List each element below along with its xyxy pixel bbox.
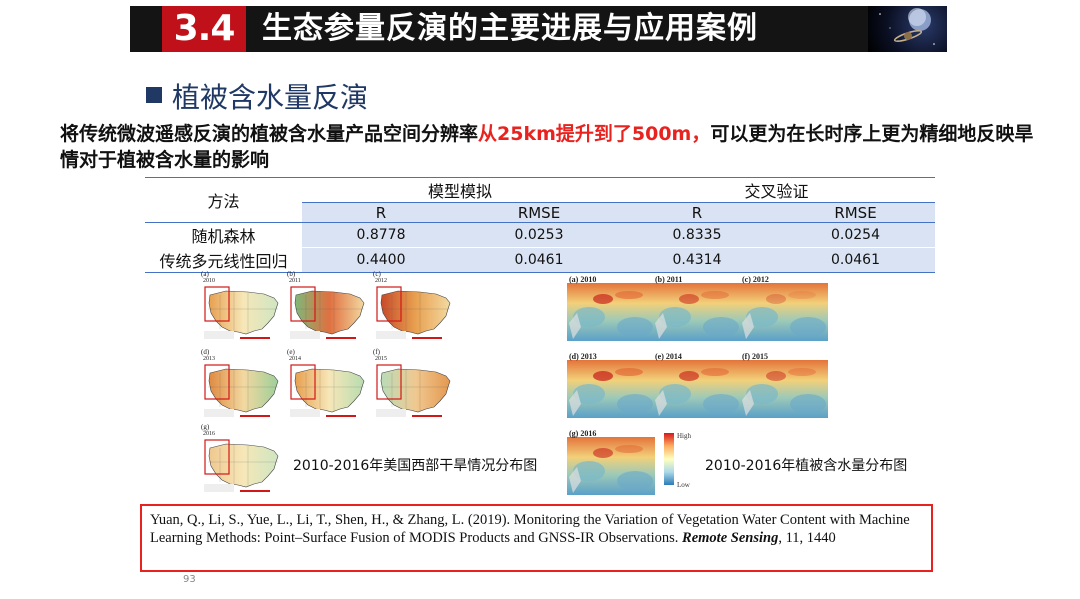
- vwc-map-panel: (d) 2013: [567, 352, 655, 422]
- vwc-map-panel: (g) 2016: [567, 429, 655, 499]
- reference-journal: Remote Sensing: [682, 530, 779, 546]
- panel-label: (e): [287, 348, 295, 356]
- reference-text: Yuan, Q., Li, S., Yue, L., Li, T., Shen,…: [150, 512, 910, 546]
- section-number-badge: 3.4: [162, 6, 246, 52]
- page-number: 93: [183, 574, 196, 585]
- panel-label: (c): [373, 270, 381, 278]
- panel-year: 2011: [289, 278, 301, 284]
- subheader-r: R: [302, 202, 460, 223]
- panel-year: 2010: [203, 278, 215, 284]
- panel-label: (a) 2010: [569, 275, 597, 284]
- group-header-cross-validation: 交叉验证: [618, 177, 935, 203]
- drought-map-panel: (c) 2012: [372, 270, 454, 349]
- description-part1: 将传统微波遥感反演的植被含水量产品空间分辨率: [60, 123, 479, 145]
- subheader-rmse: RMSE: [776, 202, 935, 223]
- panel-label: (g): [201, 423, 210, 431]
- panel-label: (b) 2011: [655, 275, 683, 284]
- space-decoration-image: [868, 6, 947, 52]
- subheader-rmse: RMSE: [460, 202, 618, 223]
- panel-year: 2012: [375, 278, 387, 284]
- vwc-map-panel: (b) 2011: [653, 275, 741, 345]
- reference-box: Yuan, Q., Li, S., Yue, L., Li, T., Shen,…: [140, 504, 933, 572]
- description-part2: 可以更为在长时序上更为精细地反映旱情对于植被含水量的影响: [60, 123, 1034, 171]
- panel-year: 2016: [203, 431, 215, 437]
- section-title: 植被含水量反演: [172, 81, 369, 114]
- table-header-row: 方法 模型模拟 交叉验证: [145, 177, 935, 223]
- panel-label: (f): [373, 348, 380, 356]
- panel-label: (f) 2015: [742, 352, 768, 361]
- panel-label: (g) 2016: [569, 429, 597, 438]
- table-cell: 0.0461: [776, 247, 935, 273]
- panel-label: (b): [287, 270, 296, 278]
- panel-label: (d) 2013: [569, 352, 597, 361]
- table-cell: 0.8778: [302, 222, 460, 248]
- panel-label: (c) 2012: [742, 275, 769, 284]
- table-cell: 0.0254: [776, 222, 935, 248]
- drought-map-panel: (e) 2014: [286, 348, 368, 427]
- description-highlight: 从25km提升到了500m，: [478, 123, 711, 145]
- description-text: 将传统微波遥感反演的植被含水量产品空间分辨率从25km提升到了500m，可以更为…: [60, 121, 1050, 173]
- vwc-map-panel: (c) 2012: [740, 275, 828, 345]
- group-header-model: 模型模拟: [302, 177, 618, 203]
- panel-year: 2013: [203, 356, 215, 362]
- panel-label: (e) 2014: [655, 352, 682, 361]
- drought-map-panel: (f) 2015: [372, 348, 454, 427]
- section-bullet-icon: [146, 87, 162, 103]
- panel-label: (a): [201, 270, 209, 278]
- table-row: 随机森林 0.8778 0.0253 0.8335 0.0254: [145, 222, 935, 248]
- panel-year: 2015: [375, 356, 387, 362]
- vwc-caption: 2010-2016年植被含水量分布图: [705, 458, 908, 474]
- table-row: 传统多元线性回归 0.4400 0.0461 0.4314 0.0461: [145, 247, 935, 273]
- subheader-r: R: [618, 202, 776, 223]
- method-header: 方法: [145, 177, 302, 223]
- row-method: 传统多元线性回归: [145, 247, 302, 273]
- vwc-colorbar: [664, 433, 674, 485]
- drought-map-panel: (d) 2013: [200, 348, 282, 427]
- table-cell: 0.4400: [302, 247, 460, 273]
- table-cell: 0.0253: [460, 222, 618, 248]
- vwc-map-panel: (e) 2014: [653, 352, 741, 422]
- table-subheader-row: R RMSE R RMSE: [145, 202, 935, 223]
- panel-year: 2014: [289, 356, 301, 362]
- results-table: 方法 模型模拟 交叉验证 R RMSE R RMSE 随机森林 0.8778 0…: [145, 177, 935, 273]
- reference-tail: , 11, 1440: [778, 530, 836, 546]
- row-method: 随机森林: [145, 222, 302, 248]
- table-cell: 0.4314: [618, 247, 776, 273]
- title-bar: [130, 6, 947, 52]
- vwc-map-panel: (a) 2010: [567, 275, 655, 345]
- slide-title: 生态参量反演的主要进展与应用案例: [262, 11, 758, 46]
- vwc-map-panel: (f) 2015: [740, 352, 828, 422]
- drought-caption: 2010-2016年美国西部干旱情况分布图: [293, 458, 538, 474]
- drought-map-panel: (g) 2016: [200, 423, 282, 502]
- colorbar-low-label: Low: [677, 481, 690, 489]
- drought-map-panel: (b) 2011: [286, 270, 368, 349]
- table-cell: 0.8335: [618, 222, 776, 248]
- table-cell: 0.0461: [460, 247, 618, 273]
- drought-map-panel: (a) 2010: [200, 270, 282, 349]
- colorbar-high-label: High: [677, 432, 691, 440]
- panel-label: (d): [201, 348, 210, 356]
